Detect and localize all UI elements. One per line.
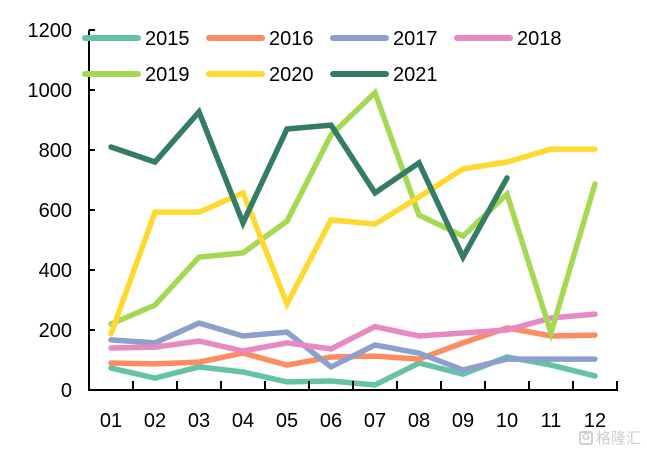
x-tick-label: 05 — [276, 410, 298, 432]
series-2020 — [108, 146, 598, 337]
legend: 2015 2016 2017 2018 2019 2020 2021 — [82, 28, 562, 86]
series-2017 — [108, 320, 598, 373]
x-ticks: 01 02 03 04 05 06 07 08 09 10 11 12 — [88, 381, 618, 432]
y-tick-label: 1200 — [28, 20, 73, 42]
legend-item-2017: 2017 — [330, 28, 438, 50]
legend-item-2015: 2015 — [82, 28, 190, 50]
watermark: G 格隆汇 — [578, 427, 641, 448]
watermark-text: 格隆汇 — [595, 429, 641, 447]
series-line-2020 — [108, 146, 598, 337]
legend-label: 2015 — [145, 28, 190, 50]
legend-item-2021: 2021 — [330, 64, 438, 86]
x-tick-label: 11 — [541, 410, 562, 432]
legend-item-2016: 2016 — [206, 28, 314, 50]
legend-item-2020: 2020 — [206, 64, 314, 86]
x-tick-label: 02 — [144, 410, 166, 432]
legend-label: 2020 — [269, 64, 314, 86]
y-tick-label: 0 — [61, 380, 72, 402]
x-tick-label: 09 — [452, 410, 474, 432]
axes: 0 200 400 600 800 1000 1200 01 02 03 04 05 06 07 08 09… — [28, 20, 618, 432]
legend-item-2018: 2018 — [454, 28, 562, 50]
series-2018 — [108, 311, 598, 354]
series-line-2021 — [108, 106, 510, 264]
y-ticks: 0 200 400 600 800 1000 1200 — [28, 20, 95, 402]
x-tick-label: 06 — [320, 410, 342, 432]
x-tick-label: 08 — [408, 410, 430, 432]
series-2021 — [108, 106, 510, 264]
legend-label: 2017 — [393, 28, 438, 50]
series-line-2018 — [108, 311, 598, 354]
series-layer — [108, 87, 598, 388]
y-tick-label: 800 — [39, 140, 72, 162]
x-tick-label: 01 — [100, 410, 122, 432]
watermark-logo-icon: G — [578, 430, 593, 445]
series-line-2019 — [108, 87, 598, 343]
series-line-2017 — [108, 320, 598, 373]
y-tick-label: 400 — [39, 260, 72, 282]
legend-label: 2016 — [269, 28, 314, 50]
legend-label: 2021 — [393, 64, 438, 86]
x-tick-label: 12 — [584, 410, 606, 432]
y-tick-label: 1000 — [28, 80, 73, 102]
x-tick-label: 04 — [232, 410, 254, 432]
x-tick-label: 10 — [496, 410, 518, 432]
series-2019 — [108, 87, 598, 343]
legend-item-2019: 2019 — [82, 64, 190, 86]
x-tick-label: 03 — [188, 410, 210, 432]
y-tick-label: 600 — [39, 200, 72, 222]
x-tick-label: 07 — [364, 410, 386, 432]
legend-label: 2019 — [145, 64, 190, 86]
legend-label: 2018 — [517, 28, 562, 50]
y-tick-label: 200 — [39, 320, 72, 342]
